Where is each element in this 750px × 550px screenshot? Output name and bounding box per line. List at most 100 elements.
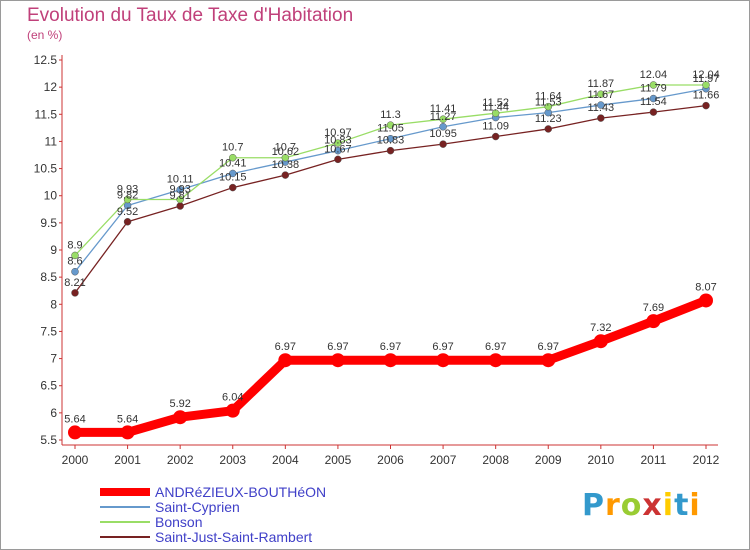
data-point (649, 94, 658, 103)
y-tick-label: 12.5 (34, 53, 58, 67)
y-tick-label: 8 (50, 297, 57, 311)
data-label: 6.97 (380, 341, 401, 353)
logo-letter: x (642, 488, 663, 523)
data-label: 8.6 (67, 256, 82, 268)
x-tick-label: 2004 (272, 453, 299, 467)
data-point (702, 101, 710, 110)
data-label: 10.11 (167, 174, 194, 186)
data-label: 11.79 (640, 83, 667, 95)
data-point (439, 123, 447, 131)
data-label: 10.41 (219, 157, 247, 169)
data-point (225, 403, 240, 418)
y-tick-label: 6.5 (40, 379, 57, 393)
logo-letter: P (582, 488, 605, 523)
data-point (436, 353, 451, 368)
y-tick-label: 10.5 (34, 162, 58, 176)
y-tick-label: 6 (50, 406, 57, 420)
data-point (176, 195, 184, 204)
logo-letter: o (620, 488, 643, 523)
data-label: 6.97 (485, 341, 506, 353)
y-tick-label: 9 (50, 243, 57, 257)
data-label: 8.9 (67, 239, 82, 251)
data-point (176, 185, 184, 194)
x-tick-label: 2000 (62, 453, 89, 467)
data-label: 10.15 (219, 172, 247, 184)
chart-title: Evolution du Taux de Taxe d'Habitation (27, 5, 354, 26)
data-label: 5.64 (117, 413, 138, 425)
data-point (334, 139, 342, 147)
legend-label: ANDRéZIEUX-BOUTHéON (155, 484, 327, 500)
data-point (383, 353, 398, 368)
data-label: 5.64 (64, 413, 85, 425)
data-label: 6.97 (538, 341, 559, 353)
data-label: 12.04 (640, 69, 668, 81)
y-tick-label: 11 (45, 134, 58, 148)
logo-letter: i (689, 488, 701, 523)
y-tick-label: 9.5 (40, 216, 57, 230)
chart-subtitle: (en %) (27, 28, 63, 42)
x-tick-label: 2007 (430, 453, 457, 467)
data-point (491, 109, 500, 117)
data-label: 9.93 (169, 184, 190, 196)
data-label: 11.27 (430, 111, 457, 123)
data-point (593, 334, 608, 349)
data-point (386, 146, 395, 155)
data-point (491, 132, 500, 141)
x-tick-label: 2006 (377, 453, 404, 467)
data-point (597, 114, 605, 122)
data-point (278, 353, 293, 368)
data-label: 11.3 (380, 109, 401, 121)
x-tick-label: 2010 (587, 453, 614, 467)
data-point (71, 267, 79, 276)
x-tick-label: 2003 (219, 453, 246, 467)
data-label: 6.97 (327, 341, 348, 353)
data-point (702, 81, 710, 89)
data-label: 7.32 (590, 322, 611, 334)
logo-letter: t (674, 488, 690, 523)
y-tick-label: 12 (44, 80, 58, 94)
data-label: 7.69 (643, 302, 664, 314)
data-point (699, 293, 713, 308)
x-tick-label: 2002 (167, 453, 194, 467)
data-label: 9.82 (117, 189, 138, 201)
x-tick-label: 2011 (641, 453, 667, 467)
data-label: 10.83 (377, 135, 405, 147)
data-point (541, 353, 556, 368)
data-label: 11.05 (377, 123, 404, 135)
data-label: 11.09 (482, 121, 509, 133)
data-label: 6.97 (275, 341, 296, 353)
data-point (439, 115, 447, 123)
line-chart: 5.5 6 6.5 7 7.5 8 8.5 9 9.5 10 10.5 11 11.5 12 12.5 200… (34, 53, 720, 467)
data-label: 5.92 (169, 398, 190, 410)
data-point (330, 353, 345, 368)
data-label: 11.23 (535, 113, 562, 125)
legend-swatch (100, 536, 150, 538)
legend-label: Bonson (155, 514, 203, 530)
data-label: 9.93 (117, 184, 138, 196)
data-point (439, 140, 447, 148)
data-point (281, 171, 290, 179)
data-label: 10.95 (429, 128, 457, 140)
data-point (386, 134, 395, 143)
data-label: 10.7 (275, 142, 296, 154)
y-tick-label: 5.5 (40, 433, 57, 447)
logo-letter: r (605, 488, 621, 523)
data-point (71, 251, 79, 260)
x-tick-label: 2005 (325, 453, 352, 467)
data-point (597, 90, 605, 98)
data-point (229, 169, 237, 178)
data-label: 9.81 (169, 190, 190, 202)
data-point (71, 289, 79, 297)
data-label: 12.04 (692, 69, 720, 81)
data-point (229, 183, 237, 192)
data-label: 10.38 (272, 159, 300, 171)
data-point (646, 314, 661, 329)
legend-label: Saint-Just-Saint-Rambert (155, 529, 313, 545)
data-point (123, 195, 132, 204)
y-tick-label: 7 (50, 352, 57, 366)
x-tick-label: 2008 (482, 453, 509, 467)
data-label: 11.66 (693, 90, 720, 102)
data-label: 8.07 (695, 281, 716, 293)
x-tick-label: 2009 (535, 453, 562, 467)
data-label: 11.44 (482, 102, 509, 114)
